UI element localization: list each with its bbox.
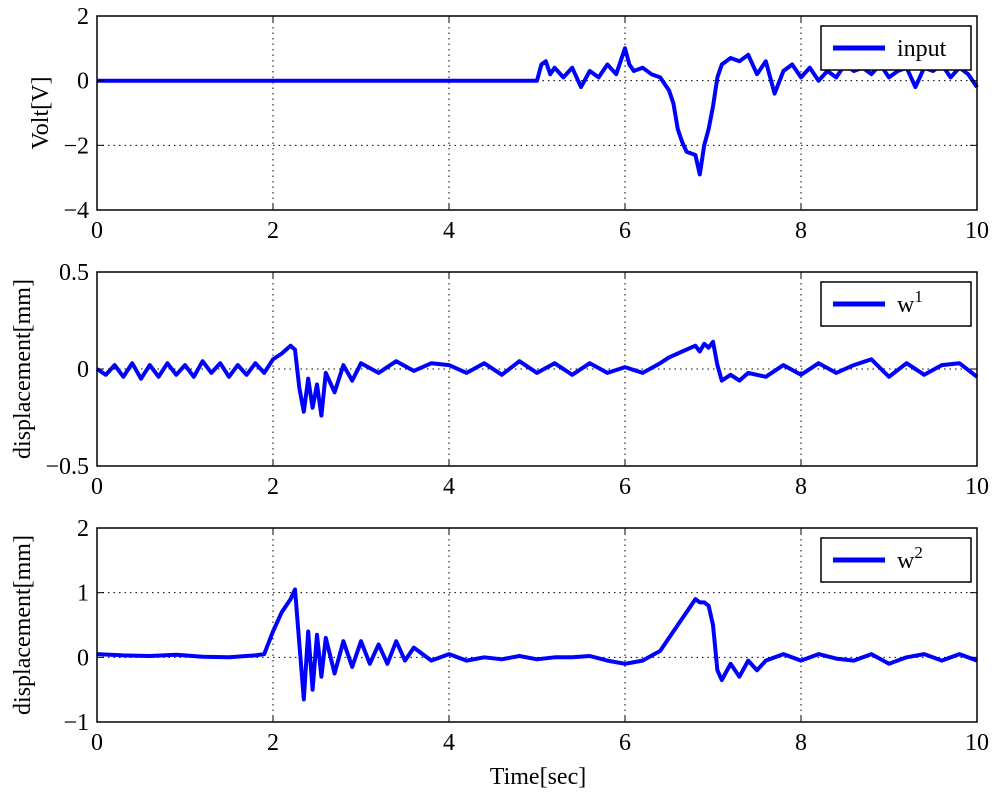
- series-line-w2: [96, 587, 978, 702]
- x-tick-label: 6: [619, 218, 631, 244]
- x-tick-label: 8: [795, 218, 807, 244]
- x-axis-label: Time[sec]: [490, 764, 586, 790]
- x-tick-label: 2: [267, 730, 279, 756]
- y-tick-label: −4: [63, 198, 89, 224]
- y-tick-label: 1: [77, 581, 89, 607]
- x-tick-label: 6: [619, 474, 631, 500]
- y-axis-label: Volt[V]: [28, 77, 54, 150]
- series-line-w1: [95, 339, 979, 418]
- x-tick-label: 4: [443, 474, 455, 500]
- y-tick-label: 0.5: [59, 260, 89, 286]
- y-axis-label: displacement[mm]: [10, 535, 36, 715]
- x-tick-label: 0: [91, 474, 103, 500]
- legend-label: input: [897, 36, 947, 62]
- panel-1: 0 2 4 6 8 10 −4 −2 0 2 Volt[V] input: [28, 4, 989, 244]
- x-tick-label: 4: [443, 218, 455, 244]
- x-tick-label: 8: [795, 474, 807, 500]
- y-axis-label: displacement[mm]: [10, 279, 36, 459]
- x-tick-label: 2: [267, 474, 279, 500]
- x-tick-label: 8: [795, 730, 807, 756]
- x-tick-label: 10: [965, 474, 989, 500]
- x-tick-label: 4: [443, 730, 455, 756]
- y-tick-label: 2: [77, 516, 89, 542]
- y-tick-label: 0: [77, 645, 89, 671]
- x-tick-label: 2: [267, 218, 279, 244]
- x-tick-label: 0: [91, 730, 103, 756]
- y-tick-label: 0: [77, 69, 89, 95]
- legend-superscript: 2: [914, 543, 923, 562]
- x-tick-label: 6: [619, 730, 631, 756]
- y-tick-label: −2: [63, 133, 89, 159]
- axes-frame: [96, 527, 978, 723]
- x-tick-label: 0: [91, 218, 103, 244]
- y-tick-label: −0.5: [45, 454, 89, 480]
- series-line-input: [97, 46, 979, 177]
- y-tick-label: 0: [77, 357, 89, 383]
- x-tick-label: 10: [965, 730, 989, 756]
- legend-superscript: 1: [914, 287, 923, 306]
- x-tick-label: 10: [965, 218, 989, 244]
- axes-frame: [96, 15, 978, 211]
- y-tick-label: −1: [63, 710, 89, 736]
- y-tick-label: 2: [77, 4, 89, 30]
